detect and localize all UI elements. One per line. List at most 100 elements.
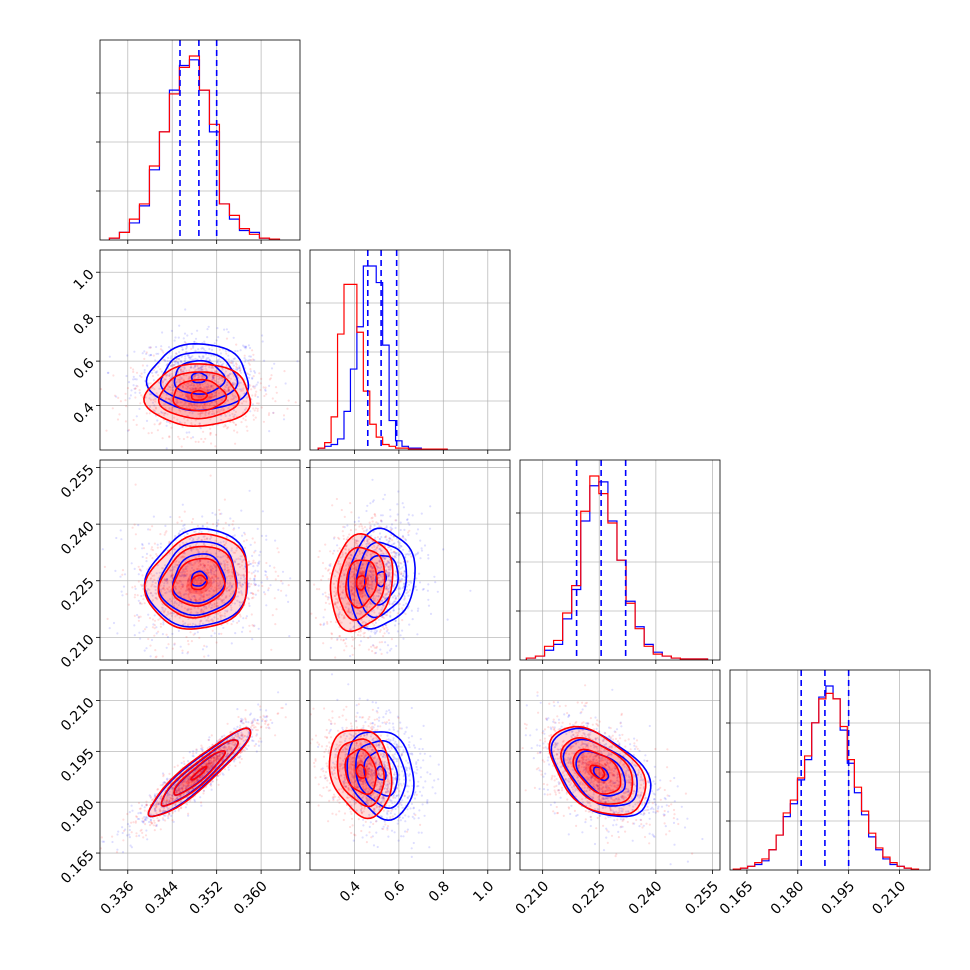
contour-red: [190, 389, 208, 401]
scatter-point-blue: [140, 804, 144, 807]
scatter-point-blue: [211, 511, 214, 515]
scatter-point-blue: [417, 551, 420, 554]
scatter-point-blue: [133, 567, 136, 571]
scatter-point-blue: [359, 567, 362, 570]
scatter-point-blue: [200, 608, 203, 611]
scatter-point-red: [194, 387, 197, 390]
scatter-point-red: [196, 524, 199, 527]
scatter-point-blue: [143, 350, 146, 353]
scatter-point-blue: [201, 525, 204, 528]
scatter-point-blue: [399, 634, 402, 637]
scatter-point-blue: [166, 806, 169, 809]
scatter-point-blue: [389, 614, 392, 617]
scatter-point-red: [259, 388, 262, 392]
scatter-point-red: [225, 539, 228, 543]
scatter-point-red: [202, 598, 205, 601]
scatter-point-blue: [238, 581, 241, 584]
scatter-point-red: [166, 599, 169, 603]
scatter-point-blue: [380, 520, 383, 523]
scatter-point-red: [178, 379, 181, 382]
scatter-point-red: [347, 548, 351, 551]
scatter-point-red: [208, 404, 211, 407]
scatter-point-red: [159, 625, 162, 628]
scatter-point-red: [197, 440, 200, 443]
scatter-point-blue: [236, 725, 239, 729]
scatter-point-red: [326, 569, 330, 572]
scatter-point-blue: [387, 574, 390, 578]
scatter-point-red: [133, 523, 136, 526]
scatter-point-blue: [343, 526, 346, 529]
scatter-point-blue: [191, 412, 194, 415]
scatter-point-blue: [145, 352, 148, 355]
scatter-point-red: [135, 423, 138, 426]
scatter-point-red: [238, 565, 242, 569]
scatter-point-blue: [191, 388, 194, 391]
scatter-point-blue: [362, 562, 365, 565]
scatter-point-blue: [404, 538, 407, 541]
scatter-point-blue: [166, 374, 169, 377]
scatter-point-red: [210, 577, 213, 580]
scatter-point-red: [209, 560, 212, 563]
scatter-point-blue: [397, 587, 400, 590]
scatter-point-red: [390, 638, 393, 641]
scatter-point-red: [318, 588, 321, 591]
scatter-point-red: [242, 411, 245, 414]
scatter-point-blue: [254, 549, 257, 552]
scatter-point-red: [185, 573, 188, 576]
scatter-point-red: [157, 365, 160, 368]
scatter-point-red: [370, 553, 373, 556]
scatter-point-blue: [171, 786, 174, 789]
scatter-point-blue: [186, 783, 189, 786]
scatter-point-blue: [416, 528, 420, 531]
scatter-point-blue: [193, 402, 196, 405]
scatter-point-red: [142, 547, 146, 550]
histogram-panel-3: [730, 670, 930, 870]
scatter-point-blue: [181, 781, 184, 784]
scatter-point-red: [262, 386, 265, 389]
scatter-point-red: [367, 538, 370, 541]
scatter-point-blue: [379, 567, 382, 570]
scatter-point-blue: [210, 396, 213, 399]
scatter-point-blue: [373, 631, 376, 634]
scatter-point-blue: [211, 604, 214, 607]
scatter-point-blue: [427, 604, 431, 607]
scatter-point-blue: [200, 609, 203, 612]
panel-frame: [99, 249, 301, 451]
scatter-point-blue: [200, 365, 204, 368]
scatter-point-blue: [185, 567, 188, 571]
scatter-point-blue: [382, 498, 385, 501]
scatter-point-blue: [211, 567, 214, 570]
scatter-point-blue: [108, 627, 111, 630]
scatter-point-red: [189, 623, 192, 626]
scatter-point-blue: [390, 551, 393, 554]
scatter-point-red: [218, 377, 222, 380]
scatter-point-red: [168, 540, 171, 543]
scatter-point-blue: [223, 565, 226, 569]
scatter-point-blue: [207, 389, 210, 392]
histogram-blue-3: [732, 685, 920, 870]
scatter-point-red: [363, 620, 366, 623]
scatter-point-red: [353, 577, 356, 580]
scatter-point-blue: [204, 762, 207, 766]
scatter-point-red: [358, 592, 361, 595]
scatter-point-blue: [190, 563, 193, 567]
scatter-point-red: [142, 594, 145, 597]
scatter-point-blue: [195, 590, 198, 593]
scatter-point-blue: [150, 813, 153, 816]
scatter-point-blue: [352, 626, 355, 629]
scatter-point-red: [223, 498, 226, 501]
scatter-point-blue: [192, 377, 195, 380]
scatter-point-red: [204, 402, 207, 405]
scatter-point-blue: [249, 355, 252, 358]
scatter-point-blue: [145, 815, 148, 818]
scatter-point-blue: [250, 735, 254, 738]
scatter-point-red: [154, 649, 157, 652]
scatter-point-blue: [265, 719, 268, 722]
scatter-point-blue: [207, 582, 210, 585]
scatter-point-red: [141, 364, 144, 367]
contour-red: [345, 559, 378, 609]
scatter-point-blue: [187, 580, 190, 583]
scatter-point-blue: [434, 581, 437, 584]
scatter-point-blue: [140, 585, 144, 588]
scatter-point-blue: [181, 573, 184, 576]
